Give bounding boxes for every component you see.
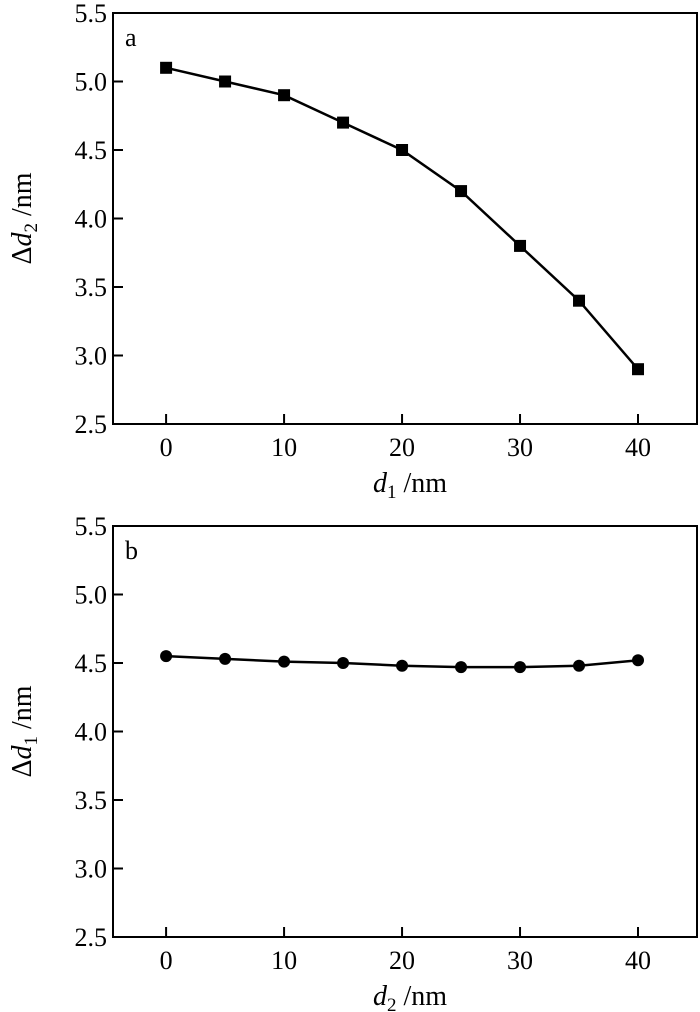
panel-label: a	[125, 23, 137, 52]
x-axis-label-var: d	[373, 981, 388, 1012]
data-point	[160, 61, 173, 74]
x-tick-label: 30	[507, 946, 533, 975]
data-point	[632, 363, 645, 376]
data-point	[219, 652, 232, 665]
data-point	[337, 116, 350, 129]
x-tick-label: 10	[271, 946, 297, 975]
data-point	[396, 659, 409, 672]
y-tick-label: 5.5	[75, 0, 108, 28]
y-tick-label: 4.5	[75, 136, 108, 165]
x-tick-label: 40	[625, 433, 651, 462]
y-tick-label: 2.5	[75, 410, 108, 439]
x-axis-label-sub: 1	[387, 482, 397, 503]
y-axis-label-var: d	[7, 232, 38, 247]
y-axis-label: Δd2 /nm	[7, 172, 42, 264]
data-point	[455, 661, 468, 674]
x-axis-label-sub: 2	[387, 995, 397, 1012]
x-tick-label: 40	[625, 946, 651, 975]
data-point	[278, 655, 291, 668]
data-point	[573, 294, 586, 307]
y-tick-label: 4.5	[75, 649, 108, 678]
panel-label: b	[125, 536, 138, 565]
data-point	[573, 659, 586, 672]
y-axis-label-var: d	[7, 745, 38, 760]
y-axis-label-prefix: Δ	[7, 760, 38, 778]
data-point	[160, 650, 173, 663]
x-axis-label: d2 /nm	[373, 981, 447, 1012]
x-axis-label-var: d	[373, 468, 388, 499]
data-point	[514, 239, 527, 252]
data-point	[632, 654, 645, 667]
series-line	[165, 66, 639, 371]
data-point	[455, 185, 468, 198]
y-tick-label: 3.5	[75, 786, 108, 815]
y-axis-label-prefix: Δ	[7, 247, 38, 265]
y-axis-label-sub: 1	[21, 736, 42, 746]
y-tick-label: 4.0	[75, 205, 108, 234]
x-tick-label: 20	[389, 433, 415, 462]
y-tick-label: 3.5	[75, 273, 108, 302]
y-tick-label: 4.0	[75, 718, 108, 747]
x-tick-label: 0	[160, 946, 173, 975]
y-tick-label: 5.0	[75, 68, 108, 97]
y-tick-label: 3.0	[75, 342, 108, 371]
x-axis-label: d1 /nm	[373, 468, 447, 503]
y-axis-label-unit: /nm	[7, 685, 38, 736]
x-tick-label: 10	[271, 433, 297, 462]
data-point	[278, 89, 291, 102]
data-point	[337, 657, 350, 669]
data-point	[219, 75, 232, 88]
plot-frame	[112, 525, 698, 938]
y-axis-label-unit: /nm	[7, 172, 38, 223]
y-tick-label: 2.5	[75, 923, 108, 952]
y-axis-label: Δd1 /nm	[7, 685, 42, 777]
data-point	[396, 144, 409, 156]
x-axis-label-unit: /nm	[396, 981, 447, 1012]
x-tick-label: 30	[507, 433, 533, 462]
y-tick-label: 5.0	[75, 581, 108, 610]
y-tick-label: 3.0	[75, 855, 108, 884]
x-axis-label-unit: /nm	[396, 468, 447, 499]
y-tick-label: 5.5	[75, 512, 108, 541]
x-tick-label: 20	[389, 946, 415, 975]
y-axis-label-sub: 2	[21, 223, 42, 233]
x-tick-label: 0	[160, 433, 173, 462]
data-point	[514, 661, 527, 674]
